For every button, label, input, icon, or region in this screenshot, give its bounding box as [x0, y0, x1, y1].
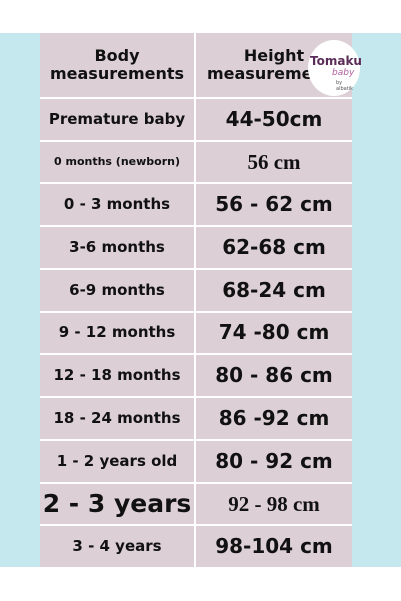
body-measure-cell: 3-6 months: [40, 227, 194, 268]
height-cell: 80 - 92 cm: [196, 440, 352, 482]
logo-by: by albatik: [336, 80, 353, 92]
height-cell: 68-24 cm: [196, 269, 352, 311]
logo: Tomaku baby by albatik: [308, 40, 362, 96]
height-cell: 98-104 cm: [196, 526, 352, 567]
body-measure-cell: 2 - 3 years: [40, 483, 194, 525]
body-measure-cell: 9 - 12 months: [40, 312, 194, 354]
body-measure-cell: 1 - 2 years old: [40, 440, 194, 482]
height-cell: 86 -92 cm: [196, 398, 352, 439]
body-measure-cell: 3 - 4 years: [40, 526, 194, 567]
body-measure-cell: 6-9 months: [40, 269, 194, 311]
body-measure-cell: 0 months (newborn): [40, 141, 194, 183]
height-cell: 56 cm: [196, 141, 352, 183]
size-table: Body measurements Height measurements Prem…: [40, 33, 352, 567]
body-measure-cell: Premature baby: [40, 99, 194, 140]
body-measure-cell: 18 - 24 months: [40, 398, 194, 439]
body-measure-cell: 12 - 18 months: [40, 355, 194, 397]
height-cell: 80 - 86 cm: [196, 355, 352, 397]
height-cell: 44-50cm: [196, 99, 352, 140]
header-cell: Body measurements: [40, 33, 194, 97]
height-cell: 62-68 cm: [196, 227, 352, 268]
height-cell: 74 -80 cm: [196, 312, 352, 354]
logo-brand: Tomaku: [310, 54, 362, 68]
height-cell: 56 - 62 cm: [196, 184, 352, 226]
body-measure-cell: 0 - 3 months: [40, 184, 194, 226]
logo-sub: baby: [332, 68, 355, 78]
height-cell: 92 - 98 cm: [196, 483, 352, 525]
